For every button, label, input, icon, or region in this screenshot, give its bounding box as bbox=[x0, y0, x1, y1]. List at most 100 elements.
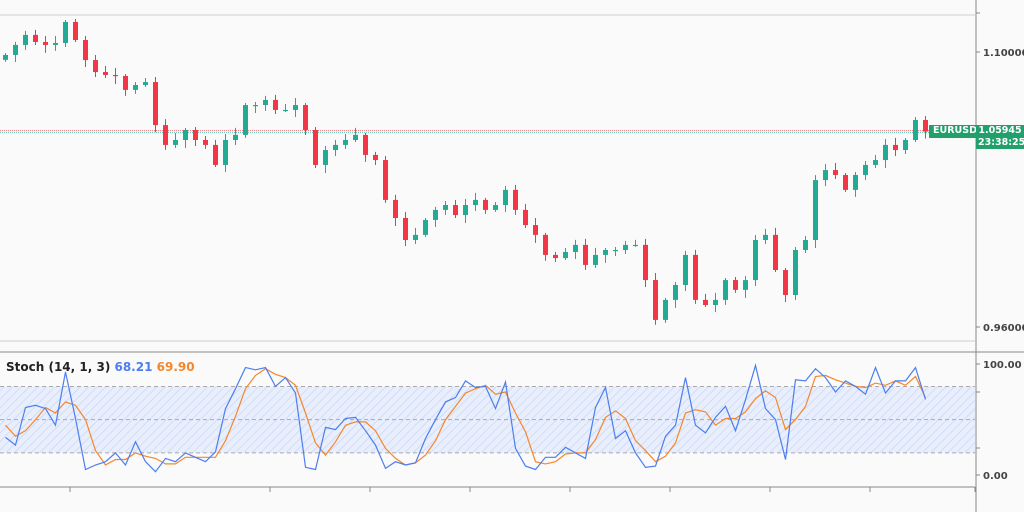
candle-up bbox=[283, 109, 288, 112]
candle-up bbox=[343, 140, 348, 145]
price-tick-label: 1.10000 bbox=[983, 48, 1024, 59]
candle-down bbox=[643, 244, 648, 281]
candle-down bbox=[313, 129, 318, 165]
candle-down bbox=[513, 189, 518, 210]
candle-down bbox=[773, 234, 778, 271]
candle-down bbox=[273, 99, 278, 110]
candle-up bbox=[723, 280, 728, 300]
candle-up bbox=[353, 134, 358, 141]
last-price-lines bbox=[0, 130, 975, 134]
candle-up bbox=[873, 160, 878, 165]
last-price: 1.05945 bbox=[978, 125, 1022, 136]
candle-up bbox=[683, 254, 688, 285]
candle-up bbox=[473, 199, 478, 206]
candle-down bbox=[923, 119, 928, 132]
candle-down bbox=[213, 144, 218, 165]
candle-up bbox=[443, 205, 448, 210]
candle-down bbox=[483, 199, 488, 210]
candle-down bbox=[43, 41, 48, 45]
candle-up bbox=[53, 42, 58, 45]
candle-up bbox=[173, 140, 178, 145]
candle-up bbox=[633, 244, 638, 247]
candle-up bbox=[323, 150, 328, 165]
last-price-tag: 1.05945 23:38:25 bbox=[976, 125, 1024, 149]
candle-down bbox=[103, 72, 108, 75]
candle-up bbox=[3, 54, 8, 60]
candle-up bbox=[623, 244, 628, 251]
candle-up bbox=[413, 234, 418, 240]
candle-down bbox=[73, 21, 78, 41]
price-tick-label: 0.96000 bbox=[983, 323, 1024, 334]
bar-countdown: 23:38:25 bbox=[978, 137, 1024, 148]
candle-up bbox=[793, 250, 798, 295]
stoch-tick-label: 0.00 bbox=[983, 471, 1008, 482]
candle-up bbox=[293, 105, 298, 110]
candle-up bbox=[433, 209, 438, 220]
candle-down bbox=[33, 34, 38, 42]
stoch-d-value: 69.90 bbox=[156, 360, 195, 374]
candle-up bbox=[13, 44, 18, 55]
candle-up bbox=[853, 174, 858, 190]
stoch-band bbox=[0, 385, 975, 454]
candle-up bbox=[23, 34, 28, 45]
candle-up bbox=[243, 105, 248, 135]
candle-down bbox=[153, 82, 158, 126]
candle-up bbox=[573, 244, 578, 252]
candle-up bbox=[883, 144, 888, 161]
candle-up bbox=[563, 251, 568, 259]
candle-up bbox=[913, 119, 918, 141]
candle-down bbox=[193, 129, 198, 141]
price-axis-labels: 1.10000 0.96000 100.00 0.00 bbox=[976, 12, 1024, 482]
candle-down bbox=[703, 299, 708, 306]
candle-down bbox=[203, 140, 208, 145]
candle-down bbox=[303, 105, 308, 130]
candle-down bbox=[93, 60, 98, 73]
candles bbox=[3, 18, 928, 325]
candle-up bbox=[753, 239, 758, 281]
candle-down bbox=[363, 134, 368, 155]
candle-down bbox=[523, 209, 528, 226]
candle-down bbox=[533, 225, 538, 235]
candle-up bbox=[863, 164, 868, 175]
candle-down bbox=[163, 125, 168, 145]
candle-up bbox=[423, 219, 428, 235]
candle-down bbox=[693, 254, 698, 300]
candle-up bbox=[223, 140, 228, 165]
stoch-lines bbox=[5, 363, 927, 473]
candle-up bbox=[823, 170, 828, 181]
candle-up bbox=[233, 134, 238, 141]
candle-down bbox=[373, 154, 378, 161]
candle-down bbox=[403, 217, 408, 240]
candle-down bbox=[543, 234, 548, 255]
candle-down bbox=[833, 170, 838, 175]
candle-up bbox=[813, 180, 818, 240]
candle-up bbox=[263, 99, 268, 106]
symbol-tag: EURUSD bbox=[929, 125, 981, 138]
candle-up bbox=[803, 239, 808, 251]
candle-up bbox=[253, 105, 258, 107]
candle-up bbox=[613, 250, 618, 252]
candle-down bbox=[733, 280, 738, 290]
stoch-title: Stoch (14, 1, 3) bbox=[6, 360, 111, 374]
candle-up bbox=[713, 299, 718, 306]
candle-up bbox=[663, 299, 668, 320]
candle-up bbox=[463, 205, 468, 216]
stoch-legend[interactable]: Stoch (14, 1, 3) 68.21 69.90 bbox=[6, 360, 195, 374]
stoch-tick-label: 100.00 bbox=[983, 360, 1022, 371]
candle-up bbox=[183, 129, 188, 141]
candle-up bbox=[503, 189, 508, 206]
candle-down bbox=[553, 254, 558, 259]
time-axis-ticks bbox=[69, 487, 976, 492]
candle-down bbox=[383, 160, 388, 200]
candle-up bbox=[903, 140, 908, 151]
candle-up bbox=[593, 254, 598, 265]
candle-up bbox=[763, 234, 768, 240]
candle-down bbox=[113, 74, 118, 77]
candle-down bbox=[453, 205, 458, 216]
candle-down bbox=[653, 280, 658, 320]
stoch-k-value: 68.21 bbox=[114, 360, 153, 374]
candle-down bbox=[393, 199, 398, 218]
candle-down bbox=[783, 270, 788, 295]
candle-up bbox=[63, 21, 68, 43]
